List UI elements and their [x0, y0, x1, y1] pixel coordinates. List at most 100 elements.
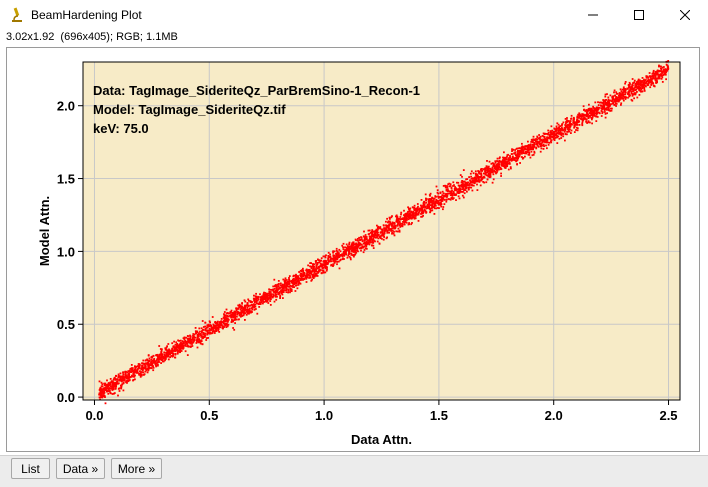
data-point [502, 162, 504, 165]
data-point [269, 295, 272, 297]
data-point [538, 140, 541, 143]
data-point [223, 318, 226, 320]
data-point [557, 130, 560, 133]
data-point [283, 280, 286, 283]
data-point [606, 108, 608, 111]
data-point [372, 247, 375, 249]
data-point [154, 364, 157, 366]
data-point [142, 359, 145, 362]
data-point [210, 328, 213, 331]
data-point [618, 99, 621, 101]
data-point [299, 278, 302, 281]
data-point [278, 293, 281, 295]
data-point [593, 110, 596, 113]
data-point [525, 152, 528, 155]
data-point [380, 234, 383, 237]
data-point [629, 83, 631, 85]
data-point [623, 88, 626, 90]
data-point [174, 356, 176, 359]
data-point [462, 183, 464, 185]
data-point [344, 246, 346, 249]
data-point [239, 308, 242, 311]
data-point [167, 352, 170, 354]
more-button[interactable]: More » [111, 458, 162, 479]
data-point [138, 367, 140, 370]
data-point [664, 68, 667, 70]
data-point [465, 181, 468, 184]
data-point [438, 202, 441, 205]
data-point [523, 146, 525, 148]
data-point [204, 321, 207, 324]
list-button[interactable]: List [11, 458, 50, 479]
data-point [548, 137, 551, 139]
minimize-button[interactable] [570, 0, 616, 30]
plot-canvas[interactable]: 0.0 0.5 1.0 1.5 2.0 2.5 0.0 0.5 1.0 1.5 2.0 Data: T… [6, 47, 700, 452]
data-point [282, 278, 285, 281]
data-point [293, 281, 295, 283]
data-point [556, 122, 559, 125]
data-point [611, 102, 614, 105]
data-point [358, 244, 361, 246]
data-point [200, 340, 203, 342]
data-point [219, 324, 222, 327]
data-point [118, 390, 121, 392]
data-point [272, 288, 275, 291]
data-point [630, 91, 633, 94]
data-point [368, 239, 371, 241]
data-point [498, 159, 501, 162]
data-point [590, 112, 593, 115]
data-point [329, 253, 331, 256]
data-point [252, 297, 255, 300]
data-point [657, 76, 660, 79]
data-point [129, 368, 132, 370]
data-point [371, 239, 374, 241]
data-button[interactable]: Data » [56, 458, 105, 479]
data-point [425, 210, 427, 213]
data-point [448, 190, 451, 193]
data-point [248, 307, 251, 310]
data-point [164, 354, 166, 357]
data-point [431, 205, 433, 208]
data-point [522, 152, 525, 154]
data-point [536, 144, 539, 147]
data-point [175, 346, 177, 348]
data-point [497, 160, 499, 163]
data-point [654, 72, 657, 75]
data-point [658, 64, 660, 67]
data-point [358, 236, 360, 239]
data-point [584, 110, 587, 112]
data-point [127, 377, 130, 380]
data-point [281, 290, 284, 292]
data-point [381, 237, 383, 240]
data-point [200, 333, 202, 335]
data-point [274, 291, 277, 294]
maximize-button[interactable] [616, 0, 662, 30]
data-point [616, 96, 618, 99]
data-point [210, 332, 213, 335]
data-point [476, 177, 478, 179]
data-point [193, 333, 196, 336]
data-point [249, 300, 252, 302]
data-point [631, 99, 634, 102]
data-point [516, 155, 519, 157]
data-point [383, 224, 385, 227]
data-point [542, 148, 545, 150]
data-point [529, 156, 532, 159]
data-point [267, 302, 270, 304]
data-point [186, 343, 189, 345]
data-point [360, 249, 362, 252]
data-point [101, 383, 104, 386]
data-point [587, 108, 589, 111]
data-point [429, 209, 432, 212]
data-point [664, 73, 667, 76]
close-button[interactable] [662, 0, 708, 30]
data-point [439, 203, 442, 205]
data-point [297, 282, 300, 285]
data-point [237, 307, 240, 310]
data-point [129, 376, 132, 378]
data-point [335, 249, 338, 252]
data-point [351, 248, 354, 251]
data-point [539, 138, 541, 140]
data-point [253, 301, 256, 303]
data-point [385, 237, 388, 240]
